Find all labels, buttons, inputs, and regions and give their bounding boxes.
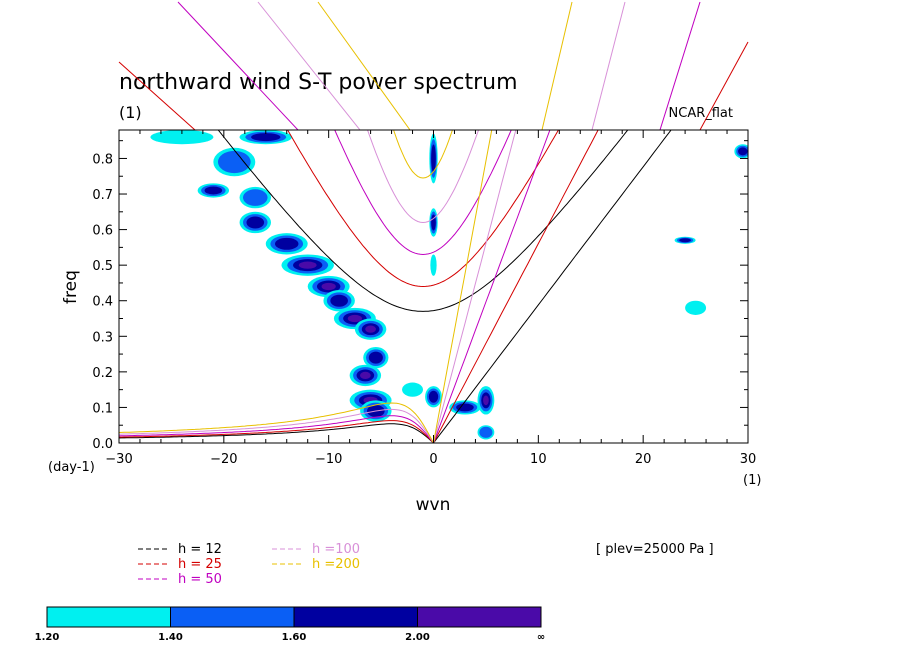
power-blob [251,133,281,142]
power-blob [217,150,251,174]
x-tick-label: −30 [105,452,132,467]
colorbar: 1.20 1.40 1.60 2.00 ∞ [35,606,545,643]
power-blob [330,294,348,307]
y-tick-label: 0.0 [92,437,113,452]
legend-label: h = 25 [178,557,222,572]
curve-extension-h25 [699,41,749,131]
curve-extension-h200 [317,1,411,131]
power-contours [150,130,748,440]
curve-extension-h100 [257,1,361,131]
y-tick-label: 0.8 [92,152,113,167]
x-tick-label: 0 [429,452,437,467]
colorbar-label: 2.00 [405,632,430,643]
power-blob [428,390,439,403]
kelvin-h100 [433,130,517,443]
chart-title: northward wind S-T power spectrum [119,70,518,95]
rossby-h50 [119,415,434,443]
plev-annotation: [ plev=25000 Pa ] [596,542,714,557]
curve-extension-h100 [591,1,626,131]
x-tick-label: 30 [740,452,757,467]
colorbar-label: 1.20 [35,632,60,643]
colorbar-swatch [46,606,171,628]
y-axis-label: freq [61,270,81,304]
power-blob [298,261,317,269]
kelvin-h50 [433,130,551,443]
power-blob [431,144,436,173]
power-blob [368,351,383,364]
power-blob [321,282,336,291]
colorbar-swatch [170,606,295,628]
y-unit-label: (day-1) [48,460,95,475]
power-blob [738,147,748,156]
power-blob [483,395,489,406]
kelvin-h200 [433,130,493,443]
colorbar-swatch [293,606,418,628]
y-tick-label: 0.3 [92,330,113,345]
dispersion-curves [119,130,672,443]
x-axis-label: wvn [416,495,451,515]
power-blob [456,403,474,412]
power-blob [685,300,707,315]
axis-ticks: −30 −20 −10 0 10 20 30 0.0 0.1 0.2 0.3 0.4 0.5 0.6 0.7… [92,130,756,467]
ig-curve-h50 [334,130,512,256]
rossby-h25 [119,420,434,443]
colorbar-label: ∞ [537,632,545,643]
legend-label: h =100 [312,542,360,557]
power-blob [274,237,299,250]
x-tick-label: 10 [530,452,547,467]
ig-curve-h12 [217,130,629,312]
chart-subtitle-right: NCAR_flat [669,106,733,121]
power-blob [360,371,371,380]
legend-label: h = 50 [178,572,222,587]
curve-extension-h50 [177,1,299,131]
x-tick-label: −10 [315,452,342,467]
curve-extension-h50 [659,1,701,131]
x-tick-label: 20 [635,452,652,467]
power-blob [243,189,268,206]
y-tick-label: 0.2 [92,366,113,381]
power-blob [365,325,376,333]
rossby-h12 [119,423,434,443]
power-blob [402,382,424,397]
ig-curve-h25 [287,130,560,288]
curve-extension-h25 [118,61,196,131]
power-blob [246,216,265,229]
y-tick-label: 0.6 [92,224,113,239]
dispersion-curves-outside [118,1,749,131]
y-tick-label: 0.5 [92,259,113,274]
colorbar-label: 1.60 [282,632,307,643]
curve-extension-h200 [541,1,573,131]
power-blob [150,130,214,145]
colorbar-label: 1.40 [158,632,183,643]
power-blob [431,214,436,231]
power-blob [679,238,691,243]
ig-curve-h100 [367,130,480,224]
y-tick-label: 0.1 [92,401,113,416]
x-unit-label: (1) [743,473,761,488]
power-blob [479,426,493,438]
y-tick-label: 0.7 [92,188,113,203]
rossby-h100 [119,408,434,443]
rossby-h200 [119,402,434,443]
y-tick-label: 0.4 [92,295,113,310]
colorbar-swatch [417,606,542,628]
chart-subtitle-left: (1) [119,103,142,122]
kelvin-h25 [433,130,599,443]
legend-label: h =200 [312,557,360,572]
legend-label: h = 12 [178,542,222,557]
power-blob [347,314,363,323]
power-blob [430,254,437,276]
kelvin-h12 [433,130,672,443]
power-blob [204,186,223,195]
x-tick-label: −20 [210,452,237,467]
